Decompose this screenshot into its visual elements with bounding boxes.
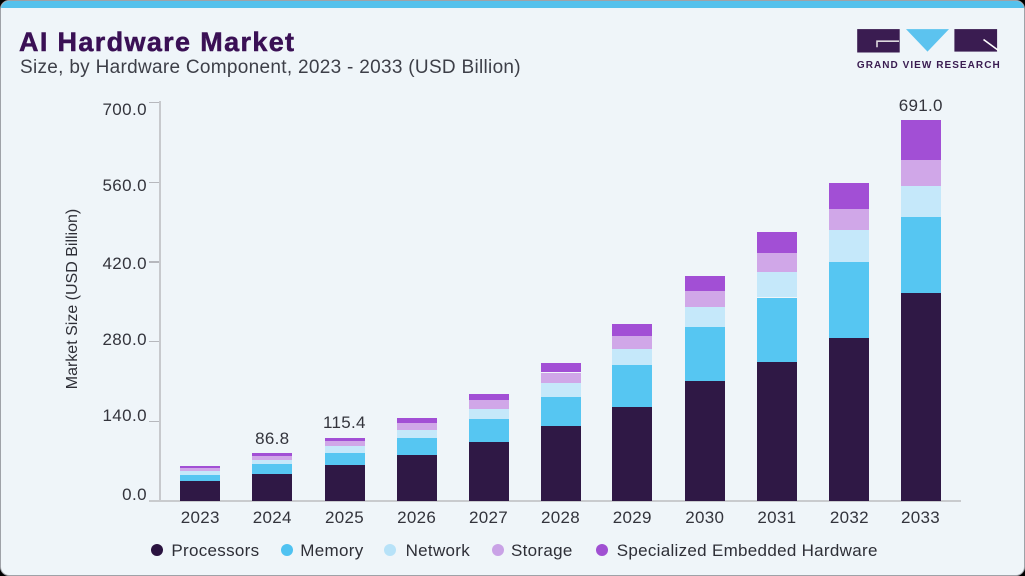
svg-text:GRAND VIEW RESEARCH: GRAND VIEW RESEARCH	[857, 60, 1001, 71]
